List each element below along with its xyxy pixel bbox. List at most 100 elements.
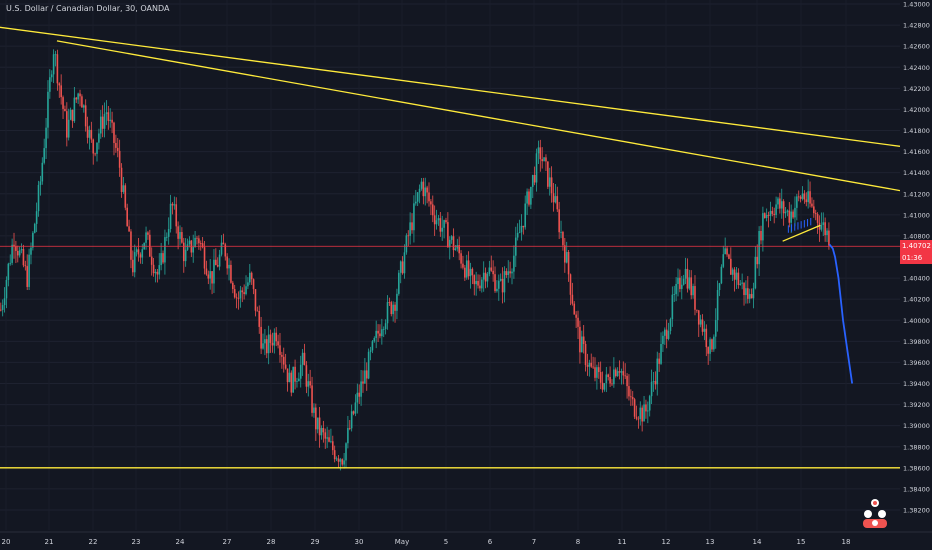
candle-body bbox=[718, 283, 721, 290]
candle-body bbox=[447, 222, 449, 248]
candle-body bbox=[533, 175, 536, 183]
candle-body bbox=[514, 237, 517, 256]
candle-body bbox=[705, 328, 708, 348]
candle-body bbox=[750, 294, 753, 299]
candle-body bbox=[507, 271, 510, 276]
candle-body bbox=[103, 113, 106, 129]
candle-body bbox=[132, 259, 134, 273]
time-tick-label: 5 bbox=[444, 538, 448, 546]
time-tick-label: 6 bbox=[488, 538, 493, 546]
candle-body bbox=[13, 244, 15, 247]
candle-body bbox=[160, 253, 162, 266]
candle-body bbox=[464, 267, 466, 278]
candle-body bbox=[801, 193, 804, 199]
candle-body bbox=[382, 328, 385, 330]
candle-body bbox=[175, 204, 178, 227]
candle-body bbox=[279, 345, 281, 355]
candle-body bbox=[420, 181, 423, 189]
candle-body bbox=[496, 288, 498, 292]
candle-body bbox=[71, 109, 74, 122]
candle-body bbox=[516, 232, 519, 238]
candle-body bbox=[724, 248, 726, 255]
candle-body bbox=[624, 375, 626, 377]
candle-body bbox=[439, 218, 442, 232]
candle-body bbox=[205, 268, 208, 275]
candle-body bbox=[656, 358, 659, 385]
author-avatar-icon[interactable] bbox=[860, 496, 890, 530]
candle-body bbox=[384, 323, 387, 329]
trendlines[interactable] bbox=[0, 25, 901, 469]
candle-body bbox=[75, 97, 78, 100]
candle-body bbox=[664, 329, 666, 336]
price-axis[interactable]: 1.43000 1.42800 1.42600 1.42400 1.42200 1.420… bbox=[900, 0, 932, 550]
candle-body bbox=[528, 191, 530, 205]
candle-body bbox=[9, 262, 12, 264]
candle-body bbox=[292, 366, 294, 393]
candle-body bbox=[824, 222, 826, 236]
candle-body bbox=[303, 352, 306, 366]
candle-body bbox=[330, 441, 332, 443]
candle-body bbox=[586, 365, 589, 367]
candle-body bbox=[513, 255, 515, 272]
candle-body bbox=[324, 432, 327, 439]
candle-body bbox=[607, 374, 610, 378]
price-tick-label: 1.38800 bbox=[903, 443, 930, 451]
projection-path[interactable] bbox=[828, 243, 854, 384]
candle-body bbox=[211, 271, 213, 284]
price-tick-label: 1.42600 bbox=[903, 43, 930, 51]
candle-body bbox=[448, 239, 451, 248]
candle-body bbox=[628, 386, 630, 397]
candle-body bbox=[369, 350, 372, 352]
candle-body bbox=[232, 282, 234, 290]
price-tick-label: 1.41200 bbox=[903, 190, 930, 198]
candle-body bbox=[652, 381, 655, 382]
candle-body bbox=[173, 204, 176, 206]
time-tick-label: 27 bbox=[223, 538, 232, 546]
time-tick-label: 29 bbox=[311, 538, 320, 546]
candle-body bbox=[613, 369, 615, 385]
trendline-2[interactable] bbox=[56, 40, 901, 192]
candle-body bbox=[735, 272, 738, 280]
candle-body bbox=[107, 112, 110, 121]
price-tick-label: 1.41600 bbox=[903, 148, 930, 156]
candle-body bbox=[469, 268, 472, 277]
candle-body bbox=[501, 278, 504, 293]
candle-body bbox=[437, 218, 440, 221]
time-axis[interactable]: 20 21 22 23 24 27 28 29 30 May 5 6 7 8 11 12 13 14 15 18 bbox=[0, 531, 932, 550]
trendline-4[interactable] bbox=[782, 224, 821, 242]
candle-body bbox=[490, 267, 493, 271]
candle-body bbox=[614, 369, 617, 377]
price-tick-label: 1.42800 bbox=[903, 22, 930, 30]
candle-body bbox=[688, 277, 691, 289]
candle-body bbox=[171, 203, 174, 206]
candle-body bbox=[224, 244, 227, 257]
candle-body bbox=[41, 162, 44, 182]
candle-body bbox=[284, 364, 287, 369]
candle-body bbox=[207, 274, 210, 279]
candle-body bbox=[643, 404, 645, 422]
candle-body bbox=[154, 271, 157, 274]
candle-body bbox=[130, 231, 132, 260]
candle-body bbox=[120, 167, 123, 192]
candle-body bbox=[597, 367, 600, 373]
time-tick-label: 24 bbox=[176, 538, 185, 546]
time-tick-label: 12 bbox=[662, 538, 671, 546]
candle-body bbox=[758, 231, 760, 265]
candle-body bbox=[754, 256, 757, 289]
candle-body bbox=[590, 362, 593, 367]
candle-body bbox=[773, 213, 776, 215]
candle-body bbox=[430, 201, 432, 205]
candle-body bbox=[64, 108, 66, 112]
candle-body bbox=[3, 298, 6, 306]
candle-body bbox=[696, 309, 698, 311]
candle-body bbox=[213, 259, 215, 284]
candle-body bbox=[333, 450, 336, 460]
trendline-1[interactable] bbox=[0, 25, 901, 147]
candle-body bbox=[499, 278, 502, 281]
candle-body bbox=[254, 289, 257, 311]
candle-body bbox=[573, 303, 576, 315]
candle-body bbox=[90, 129, 93, 140]
candle-body bbox=[20, 249, 23, 251]
candles bbox=[0, 49, 830, 471]
